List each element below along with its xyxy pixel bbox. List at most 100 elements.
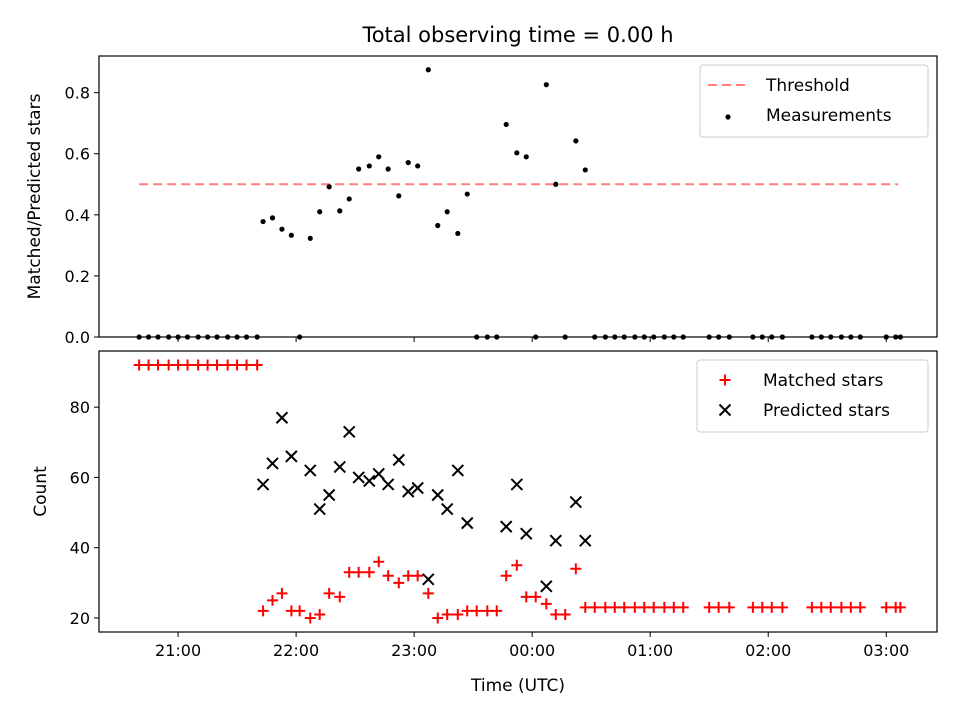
matched-star-marker (776, 601, 788, 613)
measurement-point (317, 209, 323, 215)
matched-star-marker (491, 605, 503, 617)
measurement-point (204, 334, 211, 340)
legend-predicted-swatch (718, 403, 732, 417)
measurement-point (848, 334, 854, 340)
matched-star-marker (432, 612, 444, 624)
matched-star-marker (393, 577, 405, 589)
matched-star-marker (133, 359, 145, 371)
y-tick-label: 0.6 (65, 145, 90, 164)
measurement-point (641, 334, 647, 340)
matched-star-marker (152, 359, 164, 371)
measurement-point (455, 230, 461, 237)
chart-title: Total observing time = 0.00 h (361, 23, 673, 47)
measurement-point (883, 334, 889, 340)
measurement-point (562, 334, 568, 340)
matched-star-marker (703, 601, 715, 613)
predicted-star-marker (540, 580, 553, 593)
matched-star-marker (677, 601, 689, 613)
matched-star-marker (668, 601, 680, 613)
predicted-star-marker (422, 573, 435, 586)
matched-star-marker (172, 359, 184, 371)
matched-star-marker (530, 591, 542, 603)
predicted-star-marker (451, 464, 465, 477)
measurement-point (346, 196, 352, 202)
measurement-point (444, 209, 450, 215)
measurement-point (523, 154, 529, 160)
measurement-point (195, 334, 201, 340)
legend-measurement-swatch (725, 114, 731, 120)
measurement-point (750, 334, 756, 340)
matched-star-marker (257, 605, 269, 617)
predicted-star-marker (372, 467, 385, 481)
legend-label: Predicted stars (763, 401, 890, 421)
matched-star-marker (658, 601, 670, 613)
measurement-point (828, 334, 834, 340)
predicted-star-marker (440, 502, 454, 516)
measurement-point (838, 334, 844, 340)
matched-star-marker (559, 608, 571, 620)
matched-star-marker (452, 608, 464, 620)
matched-star-marker (353, 566, 365, 578)
measurement-point (326, 184, 332, 190)
measurement-point (503, 121, 509, 128)
measurement-point (582, 167, 588, 173)
x-tick-label: 02:00 (745, 641, 791, 660)
matched-star-marker (570, 563, 582, 575)
predicted-star-marker (352, 471, 365, 484)
measurement-point (769, 334, 775, 340)
measurement-point (464, 191, 470, 197)
matched-star-marker (481, 605, 493, 617)
matched-star-marker (382, 570, 394, 582)
matched-star-marker (520, 591, 532, 603)
matched-star-marker (471, 605, 483, 617)
measurement-point (632, 334, 638, 340)
matched-star-marker (815, 601, 827, 613)
x-tick-label: 22:00 (273, 641, 319, 660)
predicted-star-marker (313, 502, 326, 516)
measurement-point (602, 334, 608, 340)
measurement-point (435, 222, 441, 229)
matched-star-marker (343, 566, 355, 578)
panel-ratio: 0.0 0.2 0.4 0.6 0.8 Matched/Predicted stars Th… (25, 55, 938, 347)
matched-star-marker (723, 601, 735, 613)
matched-star-marker (163, 359, 175, 371)
matched-star-marker (241, 359, 253, 371)
matched-star-marker (323, 587, 335, 599)
predicted-star-marker (275, 411, 289, 424)
measurement-point (166, 334, 172, 340)
measurement-point (337, 208, 343, 214)
predicted-star-marker (392, 453, 405, 467)
measurement-point (279, 226, 285, 232)
measurement-point (225, 334, 231, 340)
measurement-point (809, 334, 815, 340)
measurement-point (661, 334, 667, 340)
matched-star-marker (589, 601, 601, 613)
measurement-point (857, 334, 863, 340)
matched-star-marker (835, 601, 847, 613)
legend-matched-swatch (719, 374, 731, 386)
predicted-star-marker (579, 534, 592, 547)
measurement-point (145, 334, 152, 340)
measurement-point (243, 334, 250, 340)
measurement-point (553, 181, 559, 187)
matched-star-marker (579, 601, 591, 613)
measurement-point (651, 334, 657, 340)
predicted-star-marker (256, 478, 270, 491)
measurement-point (288, 232, 294, 238)
matched-star-marker (276, 587, 288, 599)
measurement-point (779, 334, 785, 340)
measurement-point (726, 334, 732, 340)
measurement-point (155, 334, 161, 340)
matched-star-marker (334, 591, 346, 603)
predicted-star-marker (333, 460, 346, 474)
measurement-point (484, 334, 490, 340)
matched-star-marker (412, 570, 424, 582)
predicted-star-marker (343, 425, 356, 438)
measurement-point (671, 334, 677, 340)
measurement-point (716, 334, 722, 340)
measurement-point (759, 334, 765, 340)
matched-star-marker (648, 601, 660, 613)
measurement-point (366, 163, 372, 169)
matched-star-marker (441, 608, 453, 620)
predicted-star-marker (499, 520, 513, 533)
